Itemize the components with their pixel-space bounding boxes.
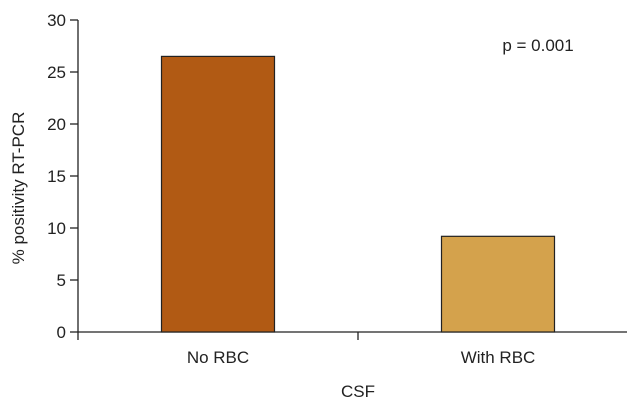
x-tick-label: With RBC xyxy=(461,348,536,367)
y-tick-label: 30 xyxy=(47,11,66,30)
y-tick-label: 10 xyxy=(47,219,66,238)
x-tick-label: No RBC xyxy=(187,348,249,367)
y-tick-label: 15 xyxy=(47,167,66,186)
x-axis-label: CSF xyxy=(341,382,375,401)
bar xyxy=(160,55,276,333)
bars xyxy=(160,55,556,333)
y-tick-label: 0 xyxy=(57,323,66,342)
y-tick-label: 5 xyxy=(57,271,66,290)
y-axis: 0 5 10 15 20 25 30 xyxy=(47,11,79,342)
y-tick-label: 25 xyxy=(47,63,66,82)
y-tick-label: 20 xyxy=(47,115,66,134)
p-value-annotation: p = 0.001 xyxy=(502,36,573,55)
x-axis: No RBC With RBC xyxy=(78,331,627,367)
bar xyxy=(440,235,556,333)
y-axis-label: % positivity RT-PCR xyxy=(9,112,28,265)
